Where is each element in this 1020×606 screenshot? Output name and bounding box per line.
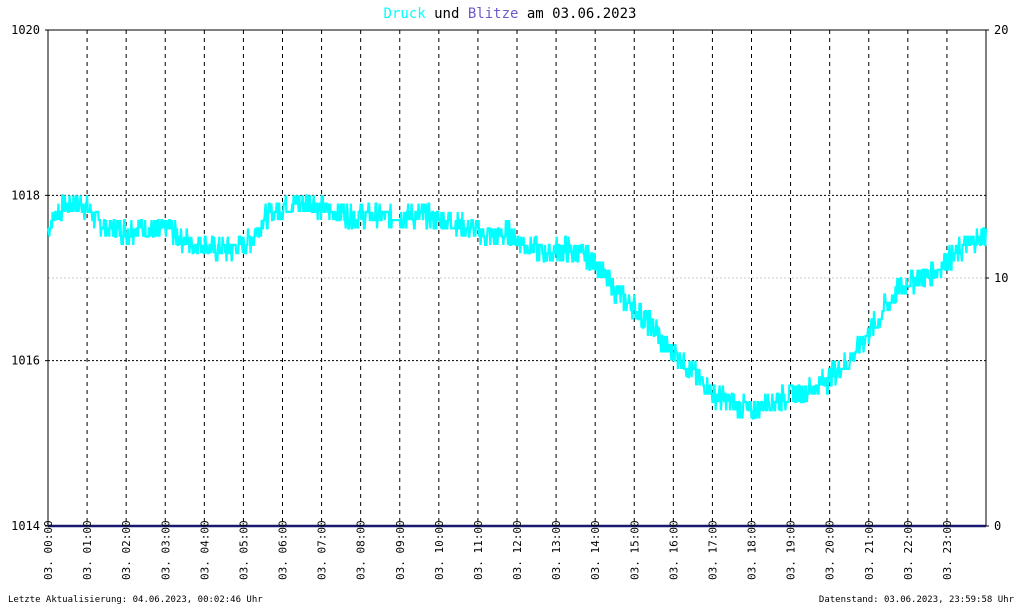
footer-left: Letzte Aktualisierung: 04.06.2023, 00:02… bbox=[8, 595, 263, 605]
chart-title: Druck und Blitze am 03.06.2023 bbox=[384, 6, 637, 22]
x-tick-label: 03. 10:00 bbox=[433, 520, 446, 580]
y-left-tick-label: 1016 bbox=[11, 354, 40, 368]
x-tick-label: 03. 07:00 bbox=[316, 520, 329, 580]
x-tick-label: 03. 06:00 bbox=[277, 520, 290, 580]
x-tick-label: 03. 14:00 bbox=[589, 520, 602, 580]
y-right-tick-label: 20 bbox=[994, 23, 1008, 37]
x-tick-label: 03. 09:00 bbox=[394, 520, 407, 580]
x-tick-label: 03. 20:00 bbox=[824, 520, 837, 580]
footer-right: Datenstand: 03.06.2023, 23:59:58 Uhr bbox=[819, 595, 1015, 605]
grid bbox=[48, 29, 986, 526]
x-tick-label: 03. 02:00 bbox=[120, 520, 133, 580]
y-right-tick-label: 10 bbox=[994, 271, 1008, 285]
title-druck: Druck bbox=[384, 6, 427, 22]
y-left-tick-label: 1020 bbox=[11, 23, 40, 37]
y-left-tick-label: 1014 bbox=[11, 519, 40, 533]
title-blitze: Blitze bbox=[468, 6, 519, 22]
x-tick-label: 03. 17:00 bbox=[706, 520, 719, 580]
x-tick-label: 03. 13:00 bbox=[550, 520, 563, 580]
x-tick-label: 03. 22:00 bbox=[902, 520, 915, 580]
x-tick-label: 03. 21:00 bbox=[863, 520, 876, 580]
x-tick-label: 03. 08:00 bbox=[355, 520, 368, 580]
title-date: am 03.06.2023 bbox=[518, 6, 636, 22]
x-tick-label: 03. 00:00 bbox=[42, 520, 55, 580]
series-druck-line bbox=[47, 194, 988, 420]
x-tick-label: 03. 03:00 bbox=[159, 520, 172, 580]
x-tick-label: 03. 18:00 bbox=[746, 520, 759, 580]
y-right-tick-label: 0 bbox=[994, 519, 1001, 533]
series-layer bbox=[47, 194, 988, 528]
x-tick-label: 03. 01:00 bbox=[81, 520, 94, 580]
title-und: und bbox=[426, 6, 468, 22]
x-tick-label: 03. 19:00 bbox=[785, 520, 798, 580]
x-tick-label: 03. 05:00 bbox=[237, 520, 250, 580]
x-tick-label: 03. 15:00 bbox=[628, 520, 641, 580]
x-tick-label: 03. 12:00 bbox=[511, 520, 524, 580]
x-tick-label: 03. 16:00 bbox=[667, 520, 680, 580]
x-tick-label: 03. 04:00 bbox=[198, 520, 211, 580]
x-tick-label: 03. 11:00 bbox=[472, 520, 485, 580]
y-left-tick-label: 1018 bbox=[11, 188, 40, 202]
x-tick-label: 03. 23:00 bbox=[941, 520, 954, 580]
